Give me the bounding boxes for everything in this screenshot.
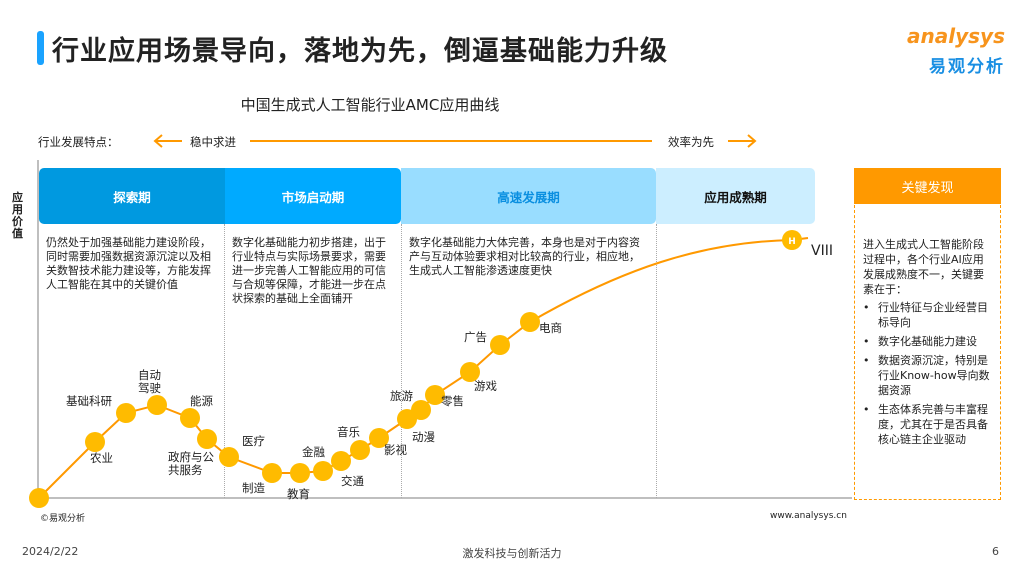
industry-dot [180, 408, 200, 428]
key-finding-item: 行业特征与企业经营目标导向 [863, 300, 992, 330]
right-trend: 效率为先 [668, 135, 714, 149]
end-marker-text: H [788, 237, 796, 247]
industry-dot [460, 362, 480, 382]
page-number: 6 [992, 545, 999, 558]
divider [656, 224, 657, 498]
stage-label: 高速发展期 [497, 189, 560, 205]
divider [401, 224, 402, 498]
logo-en: analysys [907, 24, 1005, 48]
chart-title: 中国生成式人工智能行业AMC应用曲线 [240, 96, 500, 114]
industry-label: 能源 [190, 394, 213, 408]
page-title: 行业应用场景导向，落地为先，倒逼基础能力升级 [52, 36, 668, 67]
stage-label: 市场启动期 [281, 189, 345, 205]
title-accent-bar [37, 31, 44, 65]
industry-label: 自动驾驶 [138, 368, 161, 395]
footer-date: 2024/2/22 [22, 545, 79, 558]
industry-label: 游戏 [474, 379, 497, 393]
industry-dot [262, 463, 282, 483]
industry-label: 电商 [539, 321, 562, 335]
source-note: ©易观分析 [40, 514, 86, 524]
industry-label: 动漫 [412, 430, 435, 444]
end-marker-dot [782, 230, 802, 250]
industry-dot [313, 461, 333, 481]
industry-label: 金融 [302, 445, 325, 459]
key-findings-body: 进入生成式人工智能阶段过程中，各个行业AI应用发展成熟度不一，关键要素在于： 行… [854, 205, 1001, 500]
industry-dot [520, 312, 540, 332]
industry-dot [369, 428, 389, 448]
y-axis-label: 应用价值 [12, 191, 23, 240]
stage-desc-explore: 仍然处于加强基础能力建设阶段，同时需要加强数据资源沉淀以及相关数智技术能力建设等… [46, 236, 211, 291]
stage-market-launch: 市场启动期 [225, 168, 401, 224]
stage-desc-growth: 数字化基础能力大体完善，本身也是对于内容资产与互动体验要求相对比较高的行业，相应… [409, 236, 640, 277]
industry-label: 影视 [384, 443, 407, 457]
industry-dot [85, 432, 105, 452]
industry-dot [411, 400, 431, 420]
logo: analysys 易观分析 [905, 24, 1005, 77]
site-url: www.analysys.cn [770, 511, 847, 521]
industry-label: 制造 [242, 481, 265, 495]
industry-dot [331, 451, 351, 471]
footer-slogan: 激发科技与创新活力 [462, 547, 562, 560]
key-finding-item: 生态体系完善与丰富程度，尤其在于是否具备核心链主企业驱动 [863, 402, 992, 447]
industry-dot [425, 385, 445, 405]
feature-label: 行业发展特点： [38, 135, 119, 149]
key-findings-list: 行业特征与企业经营目标导向 数字化基础能力建设 数据资源沉淀，特别是行业Know… [863, 300, 992, 447]
stage-desc-market: 数字化基础能力初步搭建，出于行业特点与实际场景要求，需要进一步完善人工智能应用的… [232, 236, 386, 305]
industry-label: 政府与公共服务 [168, 450, 214, 477]
left-trend: 稳中求进 [190, 135, 236, 149]
stage-rapid-growth: 高速发展期 [401, 168, 656, 224]
industry-label: 零售 [441, 394, 464, 408]
industry-dot [219, 447, 239, 467]
industry-label: 农业 [90, 451, 113, 465]
industry-dot [350, 440, 370, 460]
key-findings-intro: 进入生成式人工智能阶段过程中，各个行业AI应用发展成熟度不一，关键要素在于： [863, 238, 984, 296]
key-finding-item: 数字化基础能力建设 [863, 334, 992, 349]
industry-label: 教育 [287, 487, 310, 501]
industry-dot [147, 395, 167, 415]
key-finding-item: 数据资源沉淀，特别是行业Know-how导向数据资源 [863, 353, 992, 398]
stage-explore: 探索期 [39, 168, 225, 224]
key-findings-header: 关键发现 [854, 168, 1001, 204]
industry-label: 旅游 [390, 389, 413, 403]
stage-mature: 应用成熟期 [656, 168, 815, 224]
industry-label: 基础科研 [66, 394, 112, 408]
industry-label: 医疗 [242, 434, 265, 448]
divider [224, 224, 225, 498]
stage-label: 探索期 [113, 189, 151, 205]
curve-start-dot [29, 488, 49, 508]
stage-label: 应用成熟期 [704, 189, 767, 205]
industry-dot [290, 463, 310, 483]
industry-label: 交通 [341, 474, 364, 488]
industry-dot [490, 335, 510, 355]
end-label: VIII [811, 243, 833, 259]
industry-label: 广告 [464, 330, 487, 344]
logo-cn: 易观分析 [929, 57, 1005, 77]
industry-dot [116, 403, 136, 423]
industry-dot [197, 429, 217, 449]
industry-label: 音乐 [337, 425, 360, 439]
